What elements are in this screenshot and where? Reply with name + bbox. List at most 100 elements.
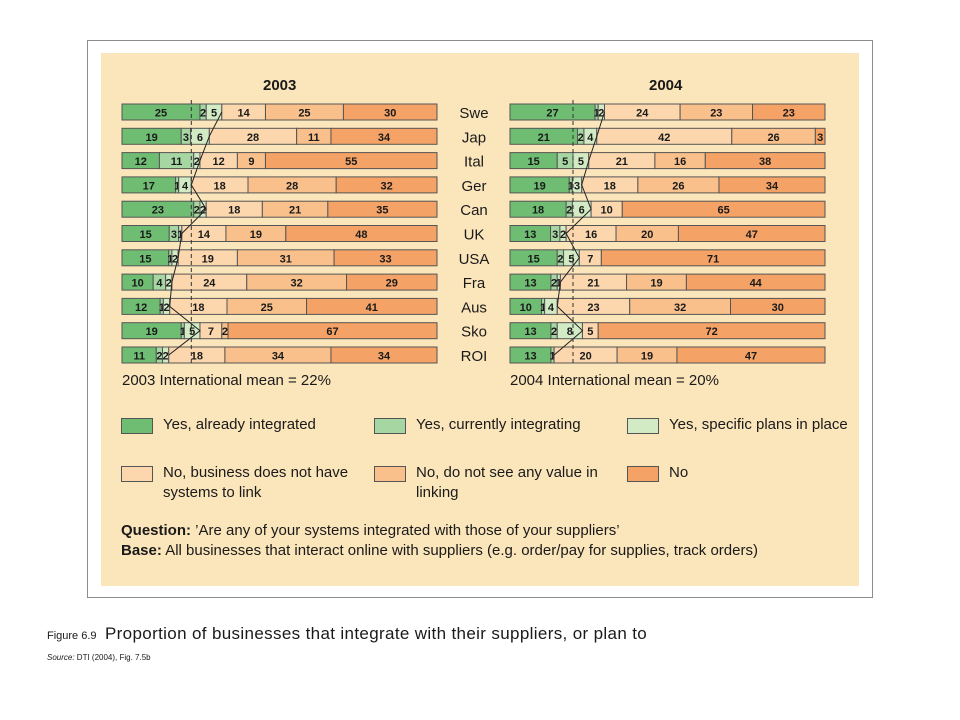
data-label-2004: 18 (532, 205, 544, 217)
data-label-2004: 2 (560, 229, 566, 241)
data-label-2003: 32 (291, 278, 303, 290)
data-label-2003: 5 (189, 326, 195, 338)
data-label-2004: 4 (587, 132, 594, 144)
data-label-2004: 10 (601, 205, 613, 217)
data-label-2004: 1 (556, 278, 562, 290)
data-label-2004: 15 (528, 253, 540, 265)
figure-title: Proportion of businesses that integrate … (104, 624, 648, 643)
data-label-2003: 19 (146, 132, 158, 144)
data-label-2003: 19 (250, 229, 262, 241)
data-label-2003: 11 (308, 132, 320, 144)
bar-segment-2004 (685, 273, 826, 291)
data-label-2004: 18 (604, 180, 616, 192)
data-label-2003: 1 (174, 180, 180, 192)
data-label-2003: 2 (163, 351, 169, 363)
data-label-2003: 9 (248, 156, 254, 168)
country-label: Ital (464, 154, 484, 171)
legend-swatch (374, 466, 406, 482)
data-label-2003: 1 (180, 326, 186, 338)
data-label-2004: 19 (534, 180, 546, 192)
data-label-2004: 1 (568, 180, 574, 192)
data-label-2003: 25 (298, 108, 310, 120)
bar-segment-2004 (752, 103, 826, 121)
data-label-2004: 20 (641, 229, 653, 241)
legend-label: No, do not see any value in linking (416, 464, 598, 501)
data-label-2004: 20 (579, 351, 591, 363)
data-label-2003: 15 (140, 229, 152, 241)
data-label-2004: 1 (540, 302, 546, 314)
source-text: DTI (2004), Fig. 7.5b (74, 653, 151, 662)
data-label-2003: 12 (135, 302, 147, 314)
bar-segment-2003 (346, 273, 438, 291)
data-label-2003: 2 (156, 351, 162, 363)
data-label-2004: 5 (578, 156, 584, 168)
data-label-2004: 21 (587, 278, 599, 290)
bar-segment-2003 (342, 103, 438, 121)
yes-total-line-2004 (553, 111, 605, 356)
data-label-2004: 2 (551, 326, 557, 338)
data-label-2003: 30 (384, 108, 396, 120)
legend-label: Yes, currently integrating (416, 416, 581, 433)
bar-segment-2004 (718, 176, 826, 194)
legend-swatch (121, 418, 153, 434)
data-label-2003: 2 (163, 302, 169, 314)
bar-segment-2003 (335, 176, 438, 194)
data-label-2003: 2 (172, 253, 178, 265)
data-label-2004: 5 (562, 156, 568, 168)
data-label-2004: 13 (524, 326, 536, 338)
data-label-2003: 12 (135, 156, 147, 168)
data-label-2004: 6 (579, 205, 585, 217)
data-label-2003: 55 (345, 156, 357, 168)
data-label-2004: 2 (551, 278, 557, 290)
bar-segment-2003 (227, 322, 438, 340)
data-label-2004: 71 (707, 253, 719, 265)
data-label-2003: 25 (261, 302, 273, 314)
country-label: UK (464, 227, 485, 244)
data-label-2003: 21 (289, 205, 301, 217)
data-label-2004: 1 (549, 351, 555, 363)
legend-swatch (627, 466, 659, 482)
data-label-2003: 14 (198, 229, 211, 241)
data-label-2004: 2 (578, 132, 584, 144)
source-label: Source: (47, 653, 75, 662)
data-label-2004: 32 (674, 302, 686, 314)
legend-label: No, business does not have systems to li… (163, 464, 349, 501)
base-label: Base: (121, 542, 162, 559)
data-label-2004: 8 (567, 326, 573, 338)
bar-segment-2004 (814, 127, 826, 145)
bar-segment-2003 (327, 200, 438, 218)
data-label-2004: 26 (767, 132, 779, 144)
data-label-2004: 10 (520, 302, 532, 314)
data-label-2003: 1 (159, 302, 165, 314)
data-label-2003: 3 (183, 132, 189, 144)
data-label-2004: 19 (641, 351, 653, 363)
question-line: Question: ’Are any of your systems integ… (121, 522, 620, 539)
data-label-2003: 23 (152, 205, 164, 217)
data-label-2003: 18 (192, 302, 204, 314)
data-label-2004: 3 (574, 180, 580, 192)
figure-number: Figure 6.9 (47, 630, 97, 642)
data-label-2003: 10 (131, 278, 143, 290)
data-label-2003: 11 (133, 351, 145, 363)
data-label-2003: 2 (200, 108, 206, 120)
chart-title-2003: 2003 (263, 77, 297, 94)
legend-swatch (374, 418, 406, 434)
data-label-2003: 41 (366, 302, 378, 314)
data-label-2003: 19 (202, 253, 214, 265)
data-label-2004: 19 (650, 278, 662, 290)
data-label-2004: 4 (548, 302, 555, 314)
data-label-2003: 2 (166, 278, 172, 290)
bar-segment-2004 (676, 346, 826, 364)
question-label: Question: (121, 522, 191, 539)
legend-item: Yes, currently integrating (374, 416, 621, 435)
data-label-2003: 18 (214, 180, 226, 192)
data-label-2004: 13 (524, 229, 536, 241)
data-label-2004: 72 (705, 326, 717, 338)
base-line: Base: All businesses that interact onlin… (121, 542, 758, 559)
data-label-2003: 3 (171, 229, 177, 241)
country-label: Jap (462, 129, 486, 146)
data-label-2003: 7 (208, 326, 214, 338)
data-label-2004: 23 (783, 108, 795, 120)
data-label-2004: 47 (745, 351, 757, 363)
